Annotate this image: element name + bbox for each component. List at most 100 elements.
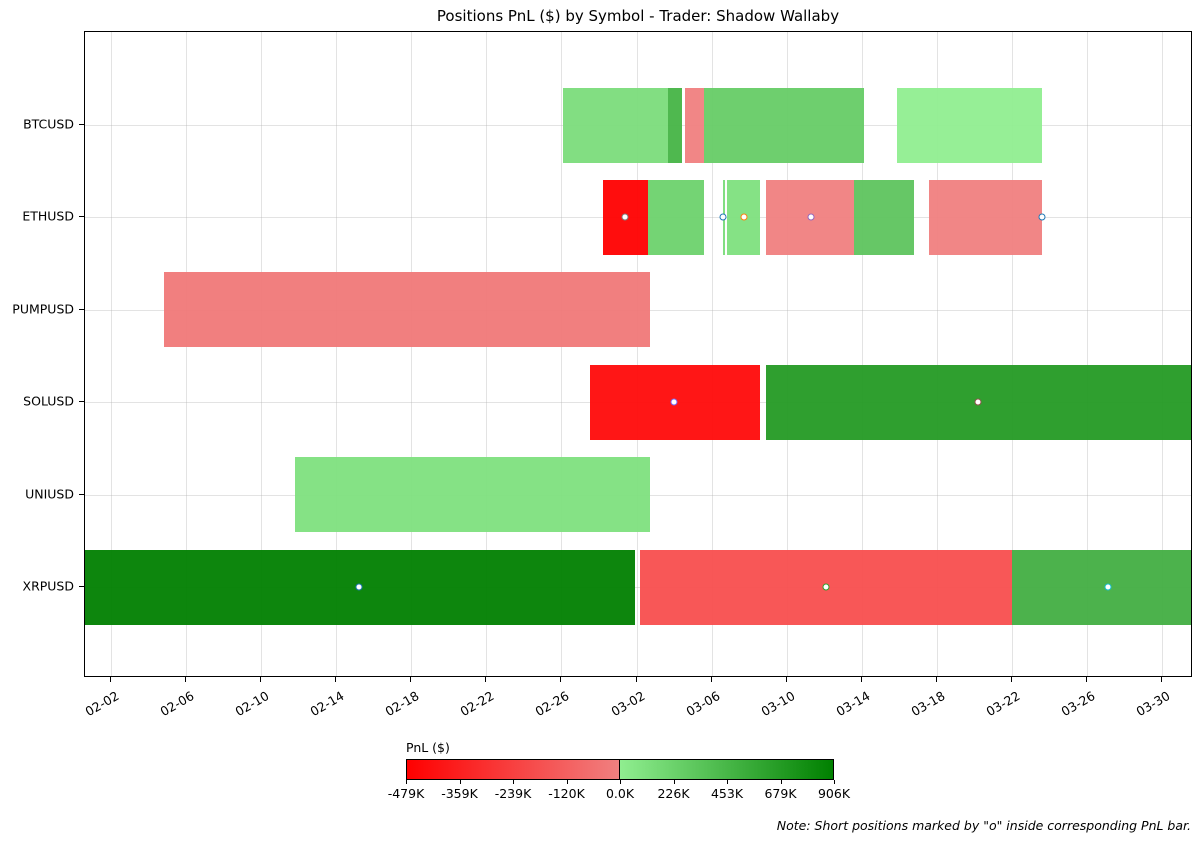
pnl-bar[interactable] bbox=[929, 179, 1042, 255]
x-gridline bbox=[1087, 32, 1089, 676]
x-tick bbox=[710, 677, 712, 682]
x-tick bbox=[785, 677, 787, 682]
plot-area bbox=[84, 31, 1192, 677]
pnl-bar[interactable] bbox=[704, 87, 864, 163]
short-position-marker bbox=[355, 583, 363, 591]
y-tick bbox=[79, 493, 84, 495]
pnl-bar[interactable] bbox=[163, 272, 650, 348]
x-gridline bbox=[411, 32, 413, 676]
x-tick-label: 03-10 bbox=[758, 688, 798, 720]
colorbar-label: PnL ($) bbox=[406, 740, 450, 755]
y-tick-label: ETHUSD bbox=[22, 208, 74, 224]
short-position-marker bbox=[807, 213, 815, 221]
pnl-bar[interactable] bbox=[854, 179, 915, 255]
x-tick-label: 03-22 bbox=[983, 688, 1023, 720]
colorbar-tick-label: 679K bbox=[764, 786, 797, 801]
pnl-bar-fill bbox=[163, 272, 650, 348]
colorbar-tick bbox=[513, 780, 514, 784]
short-position-marker bbox=[670, 398, 678, 406]
x-tick bbox=[335, 677, 337, 682]
y-tick bbox=[79, 401, 84, 403]
short-position-marker bbox=[822, 583, 830, 591]
colorbar-tick bbox=[566, 780, 568, 784]
colorbar-tick-label: 0.0K bbox=[605, 786, 635, 801]
short-position-marker bbox=[740, 213, 748, 221]
x-gridline bbox=[111, 32, 112, 676]
y-tick bbox=[79, 586, 84, 587]
x-tick-label: 02-10 bbox=[232, 688, 272, 720]
x-gridline bbox=[711, 32, 713, 676]
x-gridline bbox=[486, 32, 488, 676]
y-tick bbox=[79, 124, 84, 125]
pnl-bar-fill bbox=[685, 87, 705, 163]
x-tick-label: 02-22 bbox=[457, 688, 497, 720]
x-tick-label: 02-06 bbox=[157, 688, 197, 720]
pnl-bar-fill bbox=[294, 457, 650, 533]
x-tick bbox=[1161, 677, 1163, 682]
y-tick-label: XRPUSD bbox=[22, 578, 75, 594]
x-tick bbox=[110, 677, 111, 682]
colorbar-tick-label: -239K bbox=[494, 786, 532, 801]
y-gridline bbox=[85, 587, 1191, 588]
x-tick-label: 03-30 bbox=[1133, 688, 1173, 720]
x-tick bbox=[560, 677, 562, 682]
pnl-bar[interactable] bbox=[647, 179, 705, 255]
colorbar-negative bbox=[407, 760, 620, 779]
x-gridline bbox=[561, 32, 563, 676]
short-position-marker bbox=[1104, 583, 1112, 591]
colorbar-tick bbox=[780, 780, 782, 784]
pnl-bar-fill bbox=[668, 87, 682, 163]
y-tick-label: BTCUSD bbox=[23, 116, 74, 132]
pnl-bar[interactable] bbox=[563, 87, 669, 163]
x-tick-label: 03-06 bbox=[683, 688, 723, 720]
pnl-bar-fill bbox=[1011, 549, 1191, 625]
x-tick bbox=[1010, 677, 1012, 682]
chart-title: Positions PnL ($) by Symbol - Trader: Sh… bbox=[436, 7, 840, 25]
pnl-bar-fill bbox=[704, 87, 864, 163]
x-tick-label: 03-14 bbox=[833, 688, 873, 720]
x-tick-label: 03-26 bbox=[1058, 688, 1098, 720]
pnl-bar-fill bbox=[647, 179, 705, 255]
pnl-bar[interactable] bbox=[685, 87, 705, 163]
x-gridline bbox=[861, 32, 863, 676]
x-gridline bbox=[636, 32, 638, 676]
colorbar-tick bbox=[834, 780, 835, 784]
x-tick bbox=[260, 677, 262, 682]
colorbar-tick bbox=[406, 780, 407, 784]
short-position-marker bbox=[621, 213, 629, 221]
x-tick-label: 02-18 bbox=[382, 688, 422, 720]
colorbar-positive bbox=[620, 760, 833, 779]
x-tick bbox=[410, 677, 412, 682]
pnl-bar[interactable] bbox=[897, 87, 1042, 163]
x-tick bbox=[1086, 677, 1088, 682]
x-gridline bbox=[786, 32, 788, 676]
y-tick-label: PUMPUSD bbox=[12, 301, 74, 317]
pnl-bar[interactable] bbox=[294, 457, 650, 533]
colorbar-tick bbox=[620, 780, 621, 784]
x-gridline bbox=[336, 32, 338, 676]
colorbar-tick-label: -479K bbox=[387, 786, 425, 801]
y-tick-label: UNIUSD bbox=[25, 486, 74, 502]
x-gridline bbox=[1162, 32, 1164, 676]
y-tick bbox=[79, 216, 84, 218]
x-tick-label: 03-02 bbox=[608, 688, 648, 720]
pnl-bar[interactable] bbox=[668, 87, 682, 163]
pnl-bar-fill bbox=[929, 179, 1042, 255]
footnote: Note: Short positions marked by "o" insi… bbox=[776, 818, 1191, 833]
pnl-bar[interactable] bbox=[1011, 549, 1191, 625]
short-position-marker bbox=[1038, 213, 1046, 221]
pnl-bar-fill bbox=[563, 87, 669, 163]
x-tick bbox=[485, 677, 487, 682]
colorbar-tick bbox=[727, 780, 728, 784]
x-tick bbox=[635, 677, 637, 682]
colorbar-tick-label: -120K bbox=[548, 786, 585, 801]
colorbar-tick-label: 453K bbox=[710, 786, 744, 801]
colorbar bbox=[406, 759, 834, 780]
colorbar-tick bbox=[673, 780, 675, 784]
x-gridline bbox=[1011, 32, 1013, 676]
x-tick-label: 02-02 bbox=[82, 688, 122, 720]
x-gridline bbox=[186, 32, 188, 676]
x-tick bbox=[935, 677, 937, 682]
colorbar-tick-label: 226K bbox=[657, 786, 690, 801]
pnl-bar-fill bbox=[897, 87, 1042, 163]
